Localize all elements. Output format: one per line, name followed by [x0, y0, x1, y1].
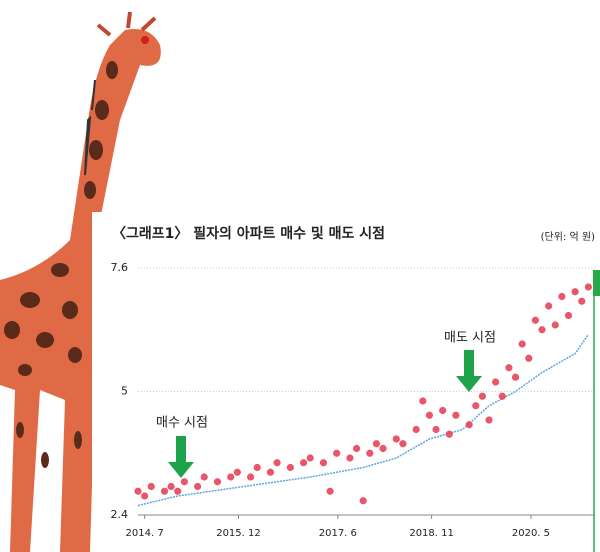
price-dot — [399, 440, 407, 448]
price-dot — [379, 444, 387, 453]
price-dot — [266, 468, 275, 476]
price-dot — [213, 478, 222, 486]
price-dot — [498, 392, 506, 400]
price-dot — [141, 492, 149, 500]
price-dot — [439, 406, 447, 415]
x-tick-label: 2014. 7 — [126, 528, 164, 539]
x-tick-label: 2015. 12 — [216, 528, 261, 539]
price-dot — [419, 397, 427, 405]
price-dot — [551, 321, 559, 329]
price-dot — [472, 402, 480, 410]
price-dot — [518, 340, 526, 348]
price-dot — [227, 473, 235, 481]
price-dot — [134, 487, 142, 495]
price-dot — [160, 487, 169, 495]
price-dot — [246, 473, 255, 481]
price-dot — [167, 482, 175, 491]
price-dot — [180, 478, 188, 486]
chart-title: 〈그래프1〉 필자의 아파트 매수 및 매도 시점 — [112, 225, 385, 242]
price-dot — [306, 454, 314, 462]
x-tick-label: 2020. 5 — [512, 528, 550, 539]
price-dot — [352, 444, 361, 453]
price-dot — [531, 316, 539, 324]
price-dot — [412, 425, 420, 434]
buy-arrow — [168, 436, 194, 478]
floor-line — [137, 334, 589, 507]
price-dot — [505, 364, 513, 372]
price-dot — [465, 421, 473, 429]
price-dot — [571, 288, 579, 296]
price-dot — [194, 482, 202, 491]
price-dot — [174, 487, 182, 495]
annotation: 매도 시점 — [444, 331, 496, 346]
plot-area: 2.4 5 7.6 2014. 7 2015. 12 2017. 6 2018. 11 202… — [111, 261, 595, 539]
price-dot — [319, 459, 328, 467]
price-dot — [425, 411, 434, 419]
price-dot — [147, 482, 155, 491]
price-dot — [372, 440, 381, 448]
price-dot — [511, 373, 520, 381]
price-dot — [273, 459, 281, 467]
price-dot — [366, 449, 374, 457]
price-dot — [545, 302, 553, 310]
y-tick-label: 2.4 — [111, 508, 129, 521]
price-dot — [286, 463, 294, 472]
price-dot — [333, 449, 341, 457]
chart-panel — [92, 212, 600, 552]
price-dot — [584, 283, 592, 291]
price-dot — [478, 392, 487, 400]
price-dot — [452, 411, 460, 419]
annotation: 매수 시점 — [156, 416, 208, 431]
price-dot — [200, 473, 208, 481]
giraffe-illustration — [0, 11, 161, 552]
price-dot — [538, 326, 546, 334]
x-tick-label: 2018. 11 — [409, 528, 454, 539]
price-dot — [525, 354, 533, 362]
price-dot — [578, 297, 586, 305]
price-dot — [359, 497, 367, 505]
price-dot — [485, 416, 493, 424]
price-dot — [432, 425, 440, 434]
y-tick-label: 5 — [121, 385, 128, 398]
price-dot — [253, 463, 261, 472]
marker-tab — [593, 270, 600, 296]
price-dot — [558, 292, 566, 301]
x-tick-label: 2017. 6 — [319, 528, 357, 539]
price-dot — [445, 430, 453, 438]
unit-label: (단위: 억 원) — [541, 230, 595, 243]
price-dot — [346, 454, 354, 462]
price-dot — [492, 378, 500, 386]
price-dot — [326, 487, 334, 495]
sell-arrow — [456, 350, 482, 392]
price-dot — [299, 459, 308, 467]
price-dot — [392, 435, 400, 443]
y-tick-label: 7.6 — [111, 261, 129, 274]
price-dot — [564, 311, 573, 320]
price-dot — [233, 468, 241, 476]
